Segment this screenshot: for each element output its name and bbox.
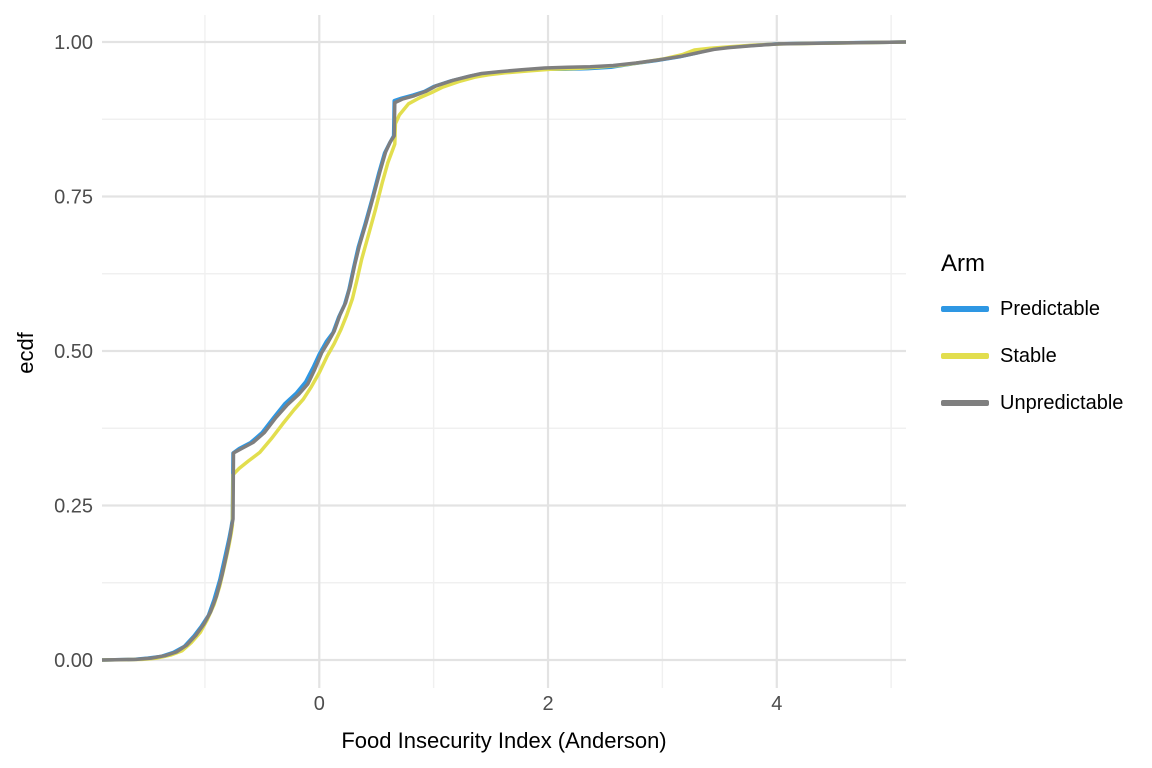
y-tick-label: 0.25 [54,496,93,518]
x-tick-label: 4 [771,693,782,715]
legend: Arm Predictable Stable Unpredictable [941,250,1123,433]
x-axis-title: Food Insecurity Index (Anderson) [341,728,667,753]
x-tick-label: 0 [314,693,325,715]
legend-key-stable-icon [941,353,989,359]
legend-key-predictable-icon [941,306,989,312]
legend-label-unpredictable: Unpredictable [1000,391,1124,414]
legend-title: Arm [941,250,985,277]
legend-item-stable: Stable [941,339,1123,373]
legend-item-predictable: Predictable [941,292,1123,326]
y-tick-label: 0.50 [54,341,93,363]
y-tick-label: 1.00 [54,32,93,54]
ecdf-line-unpredictable [101,40,907,662]
y-axis-title: ecdf [13,332,38,374]
y-tick-label: 0.00 [54,650,93,672]
x-tick-label: 2 [542,693,553,715]
legend-item-unpredictable: Unpredictable [941,386,1123,420]
legend-label-predictable: Predictable [1000,297,1101,320]
y-tick-label: 0.75 [54,187,93,209]
legend-key-unpredictable-icon [941,400,989,406]
legend-label-stable: Stable [1000,344,1057,367]
